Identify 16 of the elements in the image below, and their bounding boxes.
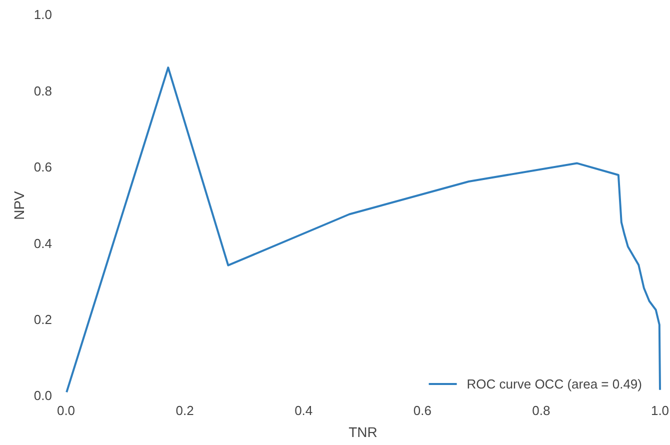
y-tick-label: 0.6 bbox=[34, 160, 52, 175]
line-series bbox=[66, 66, 661, 394]
x-tick-label: 0.8 bbox=[532, 403, 550, 418]
x-axis-title: TNR bbox=[348, 424, 378, 440]
legend-label: ROC curve OCC (area = 0.49) bbox=[466, 376, 642, 392]
y-tick-label: 0.8 bbox=[34, 83, 52, 98]
y-tick-label: 0.4 bbox=[34, 236, 52, 251]
x-tick-label: 0.0 bbox=[56, 403, 76, 418]
x-tick-label: 0.2 bbox=[176, 403, 194, 418]
x-tick-label: 1.0 bbox=[650, 403, 670, 418]
y-tick-label: 1.0 bbox=[34, 7, 52, 22]
y-axis-title: NPV bbox=[11, 190, 27, 220]
y-tick-label: 0.0 bbox=[34, 388, 52, 404]
y-tick-label: 0.2 bbox=[34, 312, 52, 327]
x-tick-label: 0.4 bbox=[294, 403, 313, 418]
x-tick-label: 0.6 bbox=[413, 403, 432, 418]
